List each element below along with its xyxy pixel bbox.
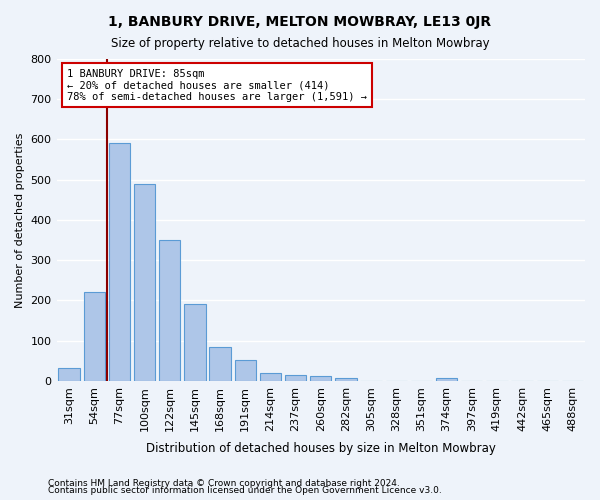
Bar — [184, 304, 206, 381]
Text: 1 BANBURY DRIVE: 85sqm
← 20% of detached houses are smaller (414)
78% of semi-de: 1 BANBURY DRIVE: 85sqm ← 20% of detached… — [67, 68, 367, 102]
Text: Contains public sector information licensed under the Open Government Licence v3: Contains public sector information licen… — [48, 486, 442, 495]
Text: 1, BANBURY DRIVE, MELTON MOWBRAY, LE13 0JR: 1, BANBURY DRIVE, MELTON MOWBRAY, LE13 0… — [109, 15, 491, 29]
Bar — [335, 378, 356, 381]
Bar — [58, 368, 80, 381]
Bar — [436, 378, 457, 381]
Bar — [260, 373, 281, 381]
Bar — [209, 346, 231, 381]
Bar — [134, 184, 155, 381]
Y-axis label: Number of detached properties: Number of detached properties — [15, 132, 25, 308]
Bar — [235, 360, 256, 381]
Text: Size of property relative to detached houses in Melton Mowbray: Size of property relative to detached ho… — [110, 38, 490, 51]
Bar — [159, 240, 181, 381]
Bar — [109, 144, 130, 381]
Bar — [310, 376, 331, 381]
X-axis label: Distribution of detached houses by size in Melton Mowbray: Distribution of detached houses by size … — [146, 442, 496, 455]
Text: Contains HM Land Registry data © Crown copyright and database right 2024.: Contains HM Land Registry data © Crown c… — [48, 478, 400, 488]
Bar — [285, 375, 307, 381]
Bar — [83, 292, 105, 381]
